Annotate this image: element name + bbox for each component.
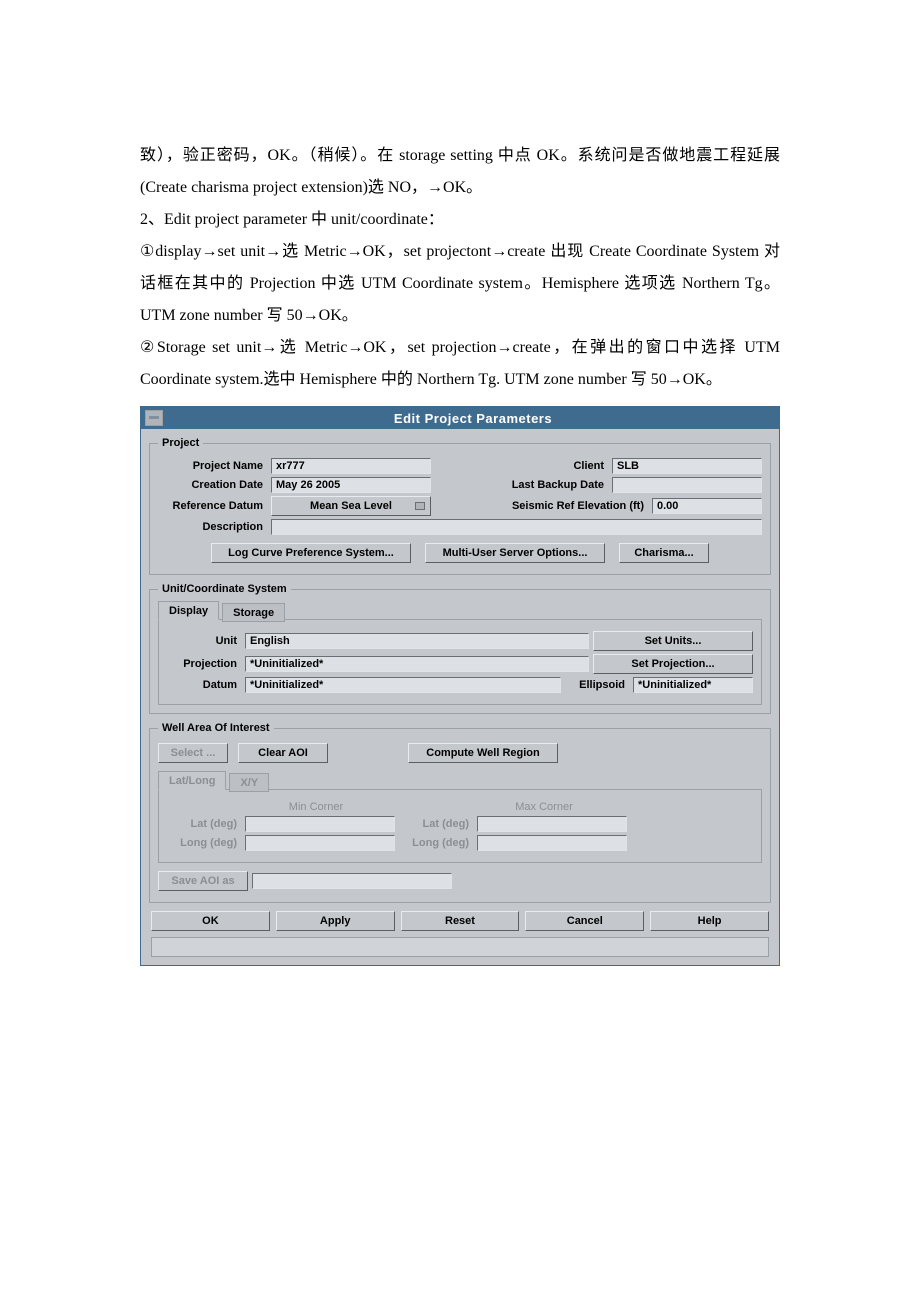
- tab-storage[interactable]: Storage: [222, 603, 285, 622]
- reset-button[interactable]: Reset: [401, 911, 520, 931]
- lat-min-label: Lat (deg): [167, 818, 241, 830]
- description-field[interactable]: [271, 519, 762, 535]
- document-body: 致），验正密码，OK。（稍候）。在 storage setting 中点 OK。…: [140, 140, 780, 396]
- description-label: Description: [158, 521, 267, 533]
- reference-datum-value: Mean Sea Level: [310, 500, 392, 512]
- titlebar: Edit Project Parameters: [141, 407, 779, 429]
- paragraph-3: ①display→set unit→选 Metric→OK，set projec…: [140, 236, 780, 332]
- status-bar: [151, 937, 769, 957]
- paragraph-4: ②Storage set unit→选 Metric→OK，set projec…: [140, 332, 780, 396]
- paragraph-1: 致），验正密码，OK。（稍候）。在 storage setting 中点 OK。…: [140, 140, 780, 204]
- seismic-ref-label: Seismic Ref Elevation (ft): [484, 500, 648, 512]
- lat-max-field[interactable]: [477, 816, 627, 832]
- unit-label: Unit: [167, 635, 241, 647]
- project-name-field[interactable]: [271, 458, 431, 474]
- well-aoi-group: Well Area Of Interest Select ... Clear A…: [149, 722, 771, 903]
- min-corner-header: Min Corner: [241, 801, 391, 813]
- tab-latlong[interactable]: Lat/Long: [158, 771, 226, 790]
- multi-user-button[interactable]: Multi-User Server Options...: [425, 543, 605, 563]
- tab-xy[interactable]: X/Y: [229, 773, 269, 792]
- creation-date-label: Creation Date: [158, 479, 267, 491]
- long-min-label: Long (deg): [167, 837, 241, 849]
- datum-label: Datum: [167, 679, 241, 691]
- project-legend: Project: [158, 437, 203, 449]
- project-group: Project Project Name Client Creation Dat…: [149, 437, 771, 575]
- ok-button[interactable]: OK: [151, 911, 270, 931]
- edit-project-parameters-dialog: Edit Project Parameters Project Project …: [140, 406, 780, 966]
- max-corner-header: Max Corner: [469, 801, 619, 813]
- last-backup-label: Last Backup Date: [484, 479, 608, 491]
- tab-display[interactable]: Display: [158, 601, 219, 620]
- charisma-button[interactable]: Charisma...: [619, 543, 709, 563]
- ellipsoid-field[interactable]: [633, 677, 753, 693]
- system-menu-icon[interactable]: [145, 410, 163, 426]
- compute-well-region-button[interactable]: Compute Well Region: [408, 743, 558, 763]
- lat-min-field[interactable]: [245, 816, 395, 832]
- ellipsoid-label: Ellipsoid: [565, 679, 629, 691]
- aoi-tab-panel: Min Corner Max Corner Lat (deg) Lat (deg…: [158, 789, 762, 863]
- unit-tabs: Display Storage: [158, 601, 762, 620]
- dialog-screenshot: Edit Project Parameters Project Project …: [140, 406, 780, 966]
- apply-button[interactable]: Apply: [276, 911, 395, 931]
- client-label: Client: [554, 460, 608, 472]
- save-aoi-field[interactable]: [252, 873, 452, 889]
- unit-coordinate-group: Unit/Coordinate System Display Storage U…: [149, 583, 771, 714]
- select-aoi-button[interactable]: Select ...: [158, 743, 228, 763]
- dialog-title: Edit Project Parameters: [167, 411, 779, 426]
- clear-aoi-button[interactable]: Clear AOI: [238, 743, 328, 763]
- unit-tab-panel: Unit Set Units... Projection Set Project…: [158, 619, 762, 705]
- seismic-ref-field[interactable]: [652, 498, 762, 514]
- dropdown-marker-icon: [415, 502, 425, 510]
- datum-field[interactable]: [245, 677, 561, 693]
- client-field[interactable]: [612, 458, 762, 474]
- help-button[interactable]: Help: [650, 911, 769, 931]
- well-aoi-legend: Well Area Of Interest: [158, 722, 274, 734]
- cancel-button[interactable]: Cancel: [525, 911, 644, 931]
- long-max-label: Long (deg): [399, 837, 473, 849]
- unit-field[interactable]: [245, 633, 589, 649]
- log-curve-button[interactable]: Log Curve Preference System...: [211, 543, 411, 563]
- set-units-button[interactable]: Set Units...: [593, 631, 753, 651]
- reference-datum-label: Reference Datum: [158, 500, 267, 512]
- reference-datum-dropdown[interactable]: Mean Sea Level: [271, 496, 431, 516]
- projection-label: Projection: [167, 658, 241, 670]
- set-projection-button[interactable]: Set Projection...: [593, 654, 753, 674]
- save-aoi-button[interactable]: Save AOI as: [158, 871, 248, 891]
- creation-date-field[interactable]: [271, 477, 431, 493]
- last-backup-field[interactable]: [612, 477, 762, 493]
- lat-max-label: Lat (deg): [399, 818, 473, 830]
- unit-coordinate-legend: Unit/Coordinate System: [158, 583, 291, 595]
- long-min-field[interactable]: [245, 835, 395, 851]
- long-max-field[interactable]: [477, 835, 627, 851]
- project-name-label: Project Name: [158, 460, 267, 472]
- projection-field[interactable]: [245, 656, 589, 672]
- dialog-button-row: OK Apply Reset Cancel Help: [147, 911, 773, 931]
- paragraph-2: 2、Edit project parameter 中 unit/coordina…: [140, 204, 780, 236]
- aoi-tabs: Lat/Long X/Y: [158, 771, 762, 790]
